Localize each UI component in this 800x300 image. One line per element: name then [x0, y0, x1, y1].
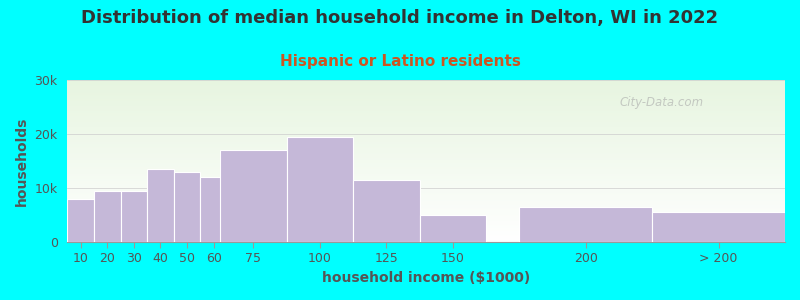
Y-axis label: households: households: [15, 116, 29, 206]
Bar: [286, 137, 353, 242]
Bar: [200, 177, 227, 242]
Text: Hispanic or Latino residents: Hispanic or Latino residents: [279, 54, 521, 69]
Bar: [67, 199, 94, 242]
Text: City-Data.com: City-Data.com: [620, 96, 704, 109]
X-axis label: household income ($1000): household income ($1000): [322, 271, 530, 285]
Bar: [94, 191, 121, 242]
Bar: [519, 207, 652, 242]
Text: Distribution of median household income in Delton, WI in 2022: Distribution of median household income …: [82, 9, 718, 27]
Bar: [353, 180, 419, 242]
Bar: [121, 191, 147, 242]
Bar: [652, 212, 785, 242]
Bar: [419, 215, 486, 242]
Bar: [220, 150, 286, 242]
Bar: [174, 172, 200, 242]
Bar: [147, 169, 174, 242]
